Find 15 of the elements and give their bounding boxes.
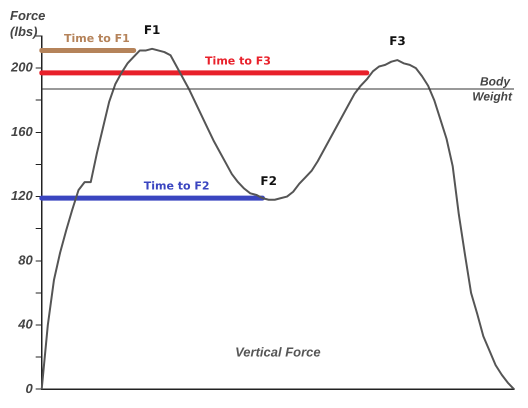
series-label: Time to F1 [64,32,130,45]
y-tick-label: 40 [17,316,34,332]
y-axis-title: Force (lbs) [10,8,46,40]
annotation: F2 [260,174,277,188]
y-tick-label: 0 [25,380,34,396]
annotation: F1 [144,22,160,37]
ref-line-label: Body Weight [472,74,513,104]
annotation: F3 [389,34,406,48]
y-tick-label: 200 [10,60,34,75]
y-tick-label: 160 [10,124,34,139]
y-tick-label: 120 [10,188,34,204]
series-label: Time to F2 [144,180,210,193]
y-tick-label: 80 [18,252,34,268]
series-label: Time to F3 [205,54,271,68]
text: Vertical Force [235,344,321,360]
